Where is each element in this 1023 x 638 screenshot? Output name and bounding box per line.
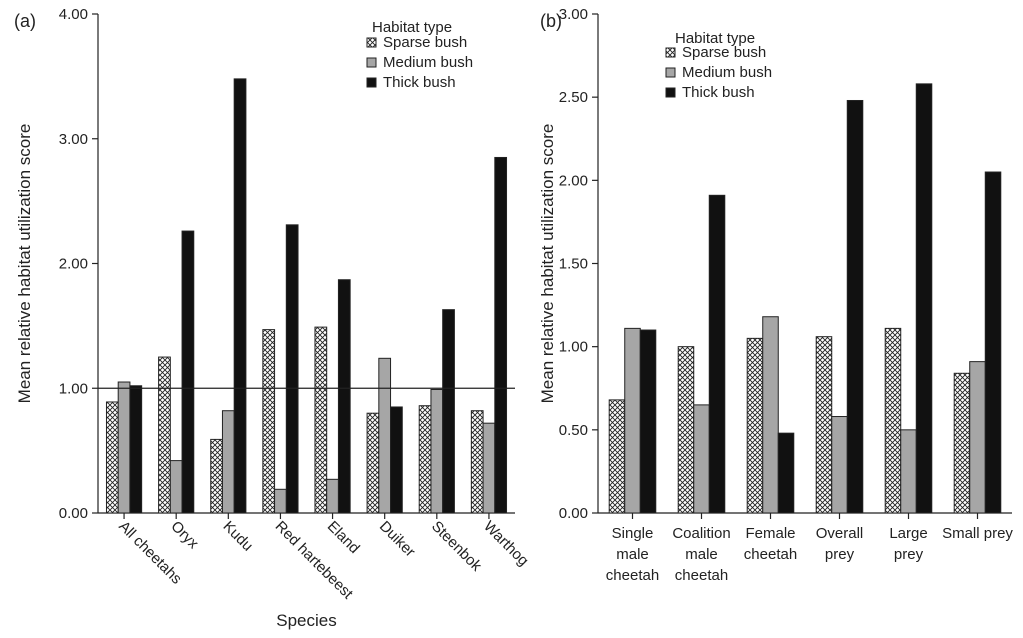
bar-sparse-bush [953, 372, 971, 514]
x-tick-label: Warthog [480, 518, 532, 570]
bar-sparse-bush [884, 327, 902, 514]
bar-medium-bush [762, 316, 779, 514]
bar-thick-bush [337, 279, 351, 514]
y-tick-label: 1.00 [59, 380, 88, 397]
x-tick-label: Steenbok [428, 518, 485, 575]
bar-thick-bush [181, 230, 195, 514]
legend-title: Habitat type [675, 30, 755, 47]
bar-medium-bush [831, 416, 848, 514]
bar-medium-bush [221, 410, 235, 514]
x-tick-label: Single [612, 525, 654, 542]
x-tick-label: Oryx [167, 518, 202, 553]
bar-medium-bush [378, 357, 392, 514]
bar-sparse-bush [262, 329, 276, 514]
legend-swatch [366, 57, 377, 68]
bar-medium-bush [169, 460, 183, 514]
y-tick-label: 2.00 [59, 256, 88, 273]
legend-title: Habitat type [372, 19, 452, 36]
x-tick-label: cheetah [744, 546, 797, 563]
bar-sparse-bush [105, 401, 119, 514]
bar-thick-bush [708, 194, 726, 514]
bar-sparse-bush [470, 410, 484, 514]
legend-label: Thick bush [682, 84, 755, 101]
bar-medium-bush [969, 361, 986, 514]
bar-medium-bush [900, 429, 917, 514]
bar-sparse-bush [158, 356, 171, 514]
chart-panel-a: 0.00 1.00 2.00 3.00 4.00 Mean relative habita… [14, 6, 532, 630]
legend-swatch [366, 37, 377, 48]
bar-medium-bush [117, 381, 131, 514]
bar-sparse-bush [608, 399, 626, 514]
y-tick-label: 0.00 [559, 505, 588, 522]
legend-swatch [366, 77, 377, 88]
y-tick-label: 3.00 [59, 131, 88, 148]
legend-label: Medium bush [682, 64, 772, 81]
x-tick-label: Duiker [376, 518, 419, 561]
bar-thick-bush [233, 78, 247, 514]
legend-label: Sparse bush [383, 34, 467, 51]
y-tick-label: 0.00 [59, 505, 88, 522]
bar-medium-bush [624, 327, 641, 514]
bar-medium-bush [482, 422, 496, 514]
legend-swatch [665, 67, 676, 78]
legend-swatch [665, 87, 676, 98]
bar-sparse-bush [418, 405, 432, 514]
bar-medium-bush [430, 388, 444, 514]
bar-sparse-bush [815, 336, 833, 514]
bar-thick-bush [639, 329, 657, 514]
bar-sparse-bush [366, 412, 380, 514]
x-tick-label: Kudu [219, 518, 256, 555]
x-tick-label: prey [894, 546, 924, 563]
bar-thick-bush [129, 385, 143, 514]
x-tick-label: Overall [816, 525, 864, 542]
x-tick-label: cheetah [675, 567, 728, 584]
bar-medium-bush [326, 478, 339, 514]
bar-medium-bush [693, 404, 710, 514]
bar-sparse-bush [314, 326, 328, 514]
legend-swatch [665, 47, 676, 58]
panel-label: (a) [14, 11, 36, 31]
panel-label: (b) [540, 11, 562, 31]
y-axis-label: Mean relative habitat utilization score [15, 124, 34, 404]
x-tick-label: male [685, 546, 718, 563]
y-tick-label: 3.00 [559, 6, 588, 23]
bar-thick-bush [285, 224, 299, 514]
bar-thick-bush [777, 432, 795, 514]
legend-label: Medium bush [383, 54, 473, 71]
x-tick-label: male [616, 546, 649, 563]
bar-sparse-bush [746, 337, 764, 514]
y-tick-label: 1.50 [559, 256, 588, 273]
x-tick-label: Female [745, 525, 795, 542]
y-tick-label: 4.00 [59, 6, 88, 23]
x-tick-label: Eland [324, 518, 363, 557]
bar-thick-bush [390, 406, 403, 514]
x-tick-label: prey [825, 546, 855, 563]
y-tick-label: 1.00 [559, 339, 588, 356]
x-axis-label: Species [276, 611, 336, 630]
chart-panel-b: 0.00 0.50 1.00 1.50 2.00 2.50 3.00 Mean relativ… [538, 6, 1013, 584]
bar-medium-bush [274, 488, 287, 514]
y-axis-label: Mean relative habitat utilization score [538, 124, 557, 404]
x-tick-label: Large [889, 525, 927, 542]
bar-thick-bush [846, 99, 864, 514]
x-tick-label: Small prey [942, 525, 1013, 542]
bar-thick-bush [984, 171, 1002, 514]
bar-thick-bush [915, 83, 933, 514]
bar-thick-bush [494, 156, 508, 514]
bar-sparse-bush [677, 346, 695, 514]
legend-label: Thick bush [383, 74, 456, 91]
x-tick-label: Coalition [672, 525, 730, 542]
y-tick-label: 2.50 [559, 89, 588, 106]
x-tick-label: cheetah [606, 567, 659, 584]
legend-label: Sparse bush [682, 44, 766, 61]
bar-sparse-bush [210, 438, 223, 514]
bar-thick-bush [442, 309, 455, 514]
y-tick-label: 0.50 [559, 422, 588, 439]
y-tick-label: 2.00 [559, 172, 588, 189]
